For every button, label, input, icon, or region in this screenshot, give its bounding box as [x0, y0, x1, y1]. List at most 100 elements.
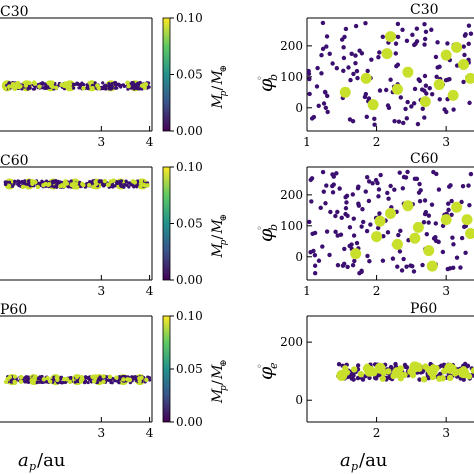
large-point	[409, 232, 421, 244]
svg-text:a: a	[340, 450, 351, 471]
x-tick-label: 2	[373, 135, 381, 149]
svg-text:p: p	[29, 460, 36, 473]
point	[138, 178, 144, 183]
point	[431, 169, 436, 175]
large-point	[444, 362, 456, 374]
point	[138, 184, 143, 190]
point	[461, 79, 466, 85]
svg-text:◦: ◦	[255, 225, 266, 231]
colorbar-tick-label: 0.10	[176, 160, 203, 174]
point	[125, 80, 130, 85]
svg-text:e: e	[267, 362, 280, 369]
point	[321, 101, 327, 106]
point	[427, 85, 432, 91]
colorbar-tick-label: 0.05	[176, 68, 203, 82]
point	[61, 184, 67, 189]
point	[95, 83, 100, 88]
point	[40, 81, 45, 85]
point	[46, 81, 52, 86]
point	[95, 380, 100, 385]
large-point	[447, 89, 459, 101]
panel-title: C30	[410, 2, 439, 18]
point	[18, 379, 24, 384]
point	[83, 381, 87, 385]
point	[307, 91, 312, 97]
large-point	[412, 221, 424, 233]
svg-text:b: b	[267, 224, 280, 231]
point	[28, 86, 32, 90]
point	[366, 179, 372, 184]
point	[86, 380, 90, 385]
point	[327, 252, 332, 258]
point	[320, 20, 326, 26]
x-tick-label: 4	[146, 284, 154, 298]
point	[132, 87, 136, 91]
large-point	[391, 238, 403, 250]
point	[420, 106, 425, 111]
point	[429, 91, 435, 97]
point	[323, 105, 329, 111]
point	[401, 256, 406, 262]
svg-text:M: M	[210, 364, 226, 380]
point	[440, 223, 446, 229]
point	[349, 242, 354, 247]
point	[458, 265, 463, 270]
point	[32, 81, 38, 86]
point	[341, 55, 347, 61]
point	[54, 85, 59, 90]
point	[312, 253, 318, 258]
point	[395, 34, 401, 40]
point	[130, 375, 134, 379]
point	[91, 379, 97, 384]
point	[434, 74, 439, 79]
x-tick-label: 4	[146, 135, 154, 149]
point	[396, 232, 401, 238]
point	[413, 41, 418, 46]
point	[345, 213, 350, 219]
point	[32, 87, 37, 91]
point	[367, 258, 372, 264]
large-point	[451, 41, 463, 53]
point	[341, 45, 346, 50]
x-tick-label: 3	[442, 426, 450, 440]
point	[107, 82, 111, 86]
scatter-points	[336, 361, 474, 383]
svg-text:φ: φ	[255, 228, 277, 242]
large-point	[458, 367, 470, 379]
x-tick-label: 2	[373, 426, 381, 440]
svg-text:φ: φ	[255, 78, 277, 92]
point	[130, 80, 134, 85]
point	[404, 264, 409, 269]
point	[127, 185, 131, 189]
point	[324, 34, 330, 39]
point	[81, 86, 86, 91]
point	[462, 52, 467, 58]
point	[12, 380, 18, 385]
point	[417, 377, 422, 382]
panel-title: P60	[410, 301, 437, 317]
point	[451, 265, 456, 270]
point	[114, 375, 119, 380]
point	[26, 182, 30, 187]
svg-text:◦: ◦	[255, 363, 266, 369]
point	[417, 199, 423, 204]
point	[29, 378, 34, 383]
point	[322, 89, 328, 95]
point	[12, 374, 18, 379]
point	[19, 374, 24, 380]
point	[416, 190, 422, 195]
point	[325, 109, 330, 115]
point	[445, 41, 450, 46]
point	[460, 183, 466, 189]
point	[43, 82, 47, 86]
point	[64, 181, 70, 186]
point	[409, 371, 417, 379]
point	[468, 31, 474, 36]
colorbar-gradient	[162, 17, 171, 132]
point	[128, 181, 132, 185]
point	[436, 187, 442, 192]
point	[352, 258, 357, 264]
